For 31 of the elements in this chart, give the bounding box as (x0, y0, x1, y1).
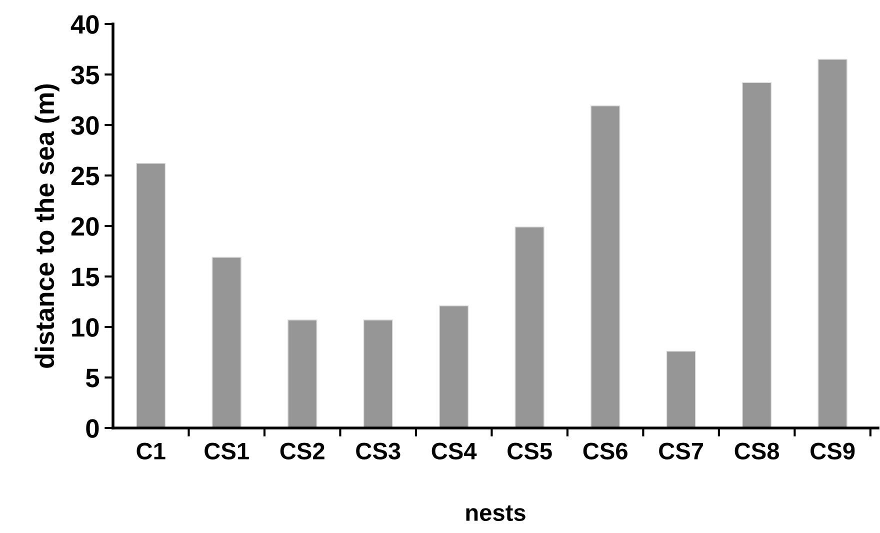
x-tick-label: CS4 (432, 442, 477, 460)
x-tick-label: CS3 (356, 442, 400, 460)
y-tick-label: 5 (86, 368, 100, 388)
bar (666, 350, 696, 428)
y-tick-label: 35 (71, 66, 100, 84)
y-tick-label: 30 (71, 116, 99, 135)
x-tick-label: CS2 (280, 442, 324, 460)
x-tick-label: C1 (136, 442, 166, 460)
x-axis-title: nests (466, 505, 526, 522)
x-tick-label: CS7 (659, 442, 703, 460)
bar (288, 320, 318, 428)
x-tick-label: CS8 (734, 442, 780, 460)
x-tick-label: CS6 (583, 442, 628, 460)
bar (363, 320, 393, 428)
y-tick-label: 40 (70, 15, 99, 34)
y-axis-title: distance to the sea (m) (34, 84, 60, 368)
x-tick-label: CS5 (508, 442, 552, 460)
bar (514, 226, 544, 428)
x-tick-label: CS1 (204, 442, 249, 460)
y-tick-label: 20 (71, 217, 99, 236)
bar (136, 162, 166, 428)
y-tick-label: 0 (86, 419, 99, 438)
y-tick-label: 15 (72, 268, 100, 286)
bar (439, 305, 469, 428)
y-tick-label: 25 (71, 166, 100, 186)
bar (590, 105, 620, 428)
bar (212, 256, 242, 428)
bar (742, 82, 772, 428)
y-tick-label: 10 (72, 318, 99, 337)
bar (818, 58, 848, 428)
x-tick-label: CS9 (810, 442, 855, 460)
